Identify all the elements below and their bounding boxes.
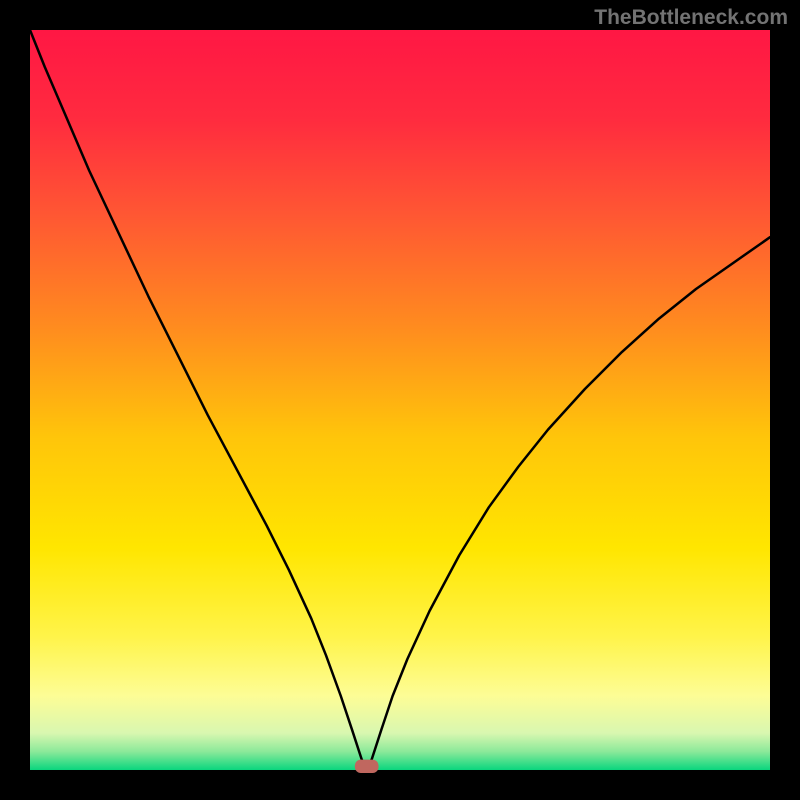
watermark-text: TheBottleneck.com: [594, 6, 788, 30]
chart-container: { "watermark": { "text": "TheBottleneck.…: [0, 0, 800, 800]
gradient-background: [30, 30, 770, 770]
optimal-marker: [355, 760, 379, 773]
bottleneck-chart: [0, 0, 800, 800]
